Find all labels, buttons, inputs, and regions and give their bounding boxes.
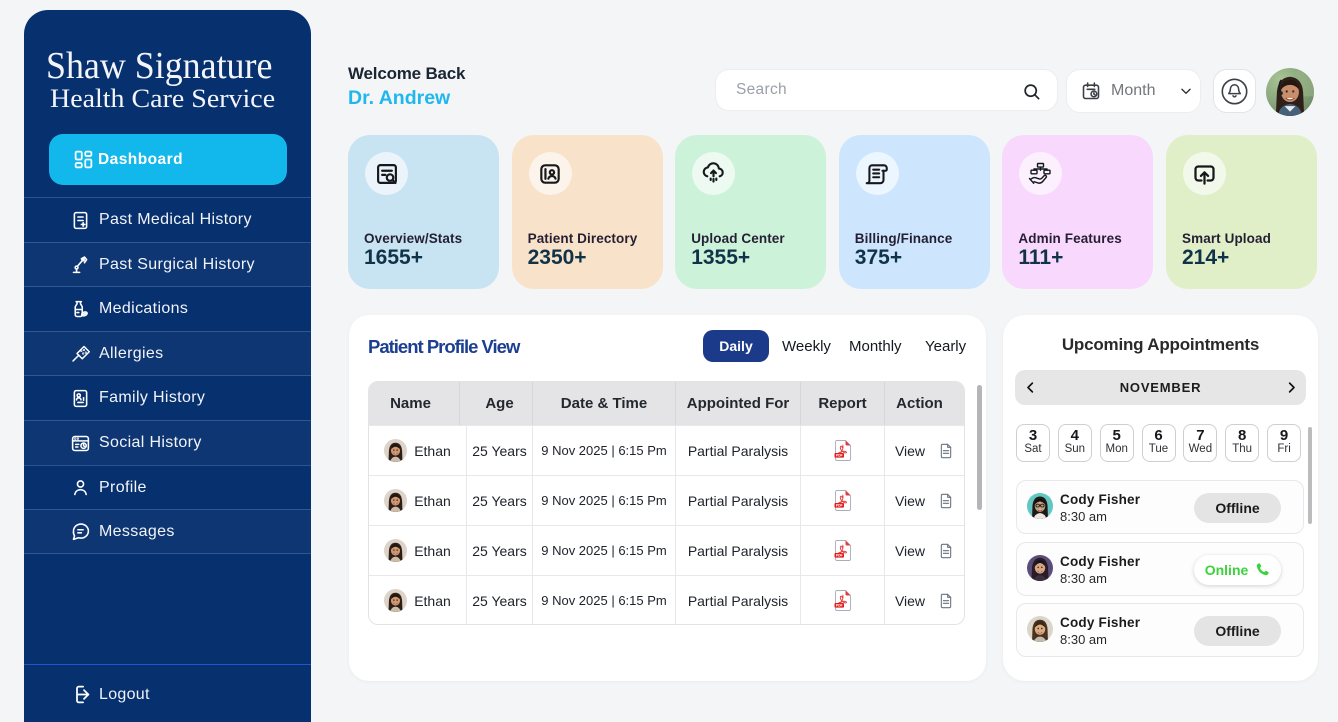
svg-text:PDF: PDF — [836, 454, 843, 458]
svg-text:PDF: PDF — [836, 604, 843, 608]
svg-text:PDF: PDF — [836, 554, 843, 558]
svg-text:PDF: PDF — [836, 504, 843, 508]
